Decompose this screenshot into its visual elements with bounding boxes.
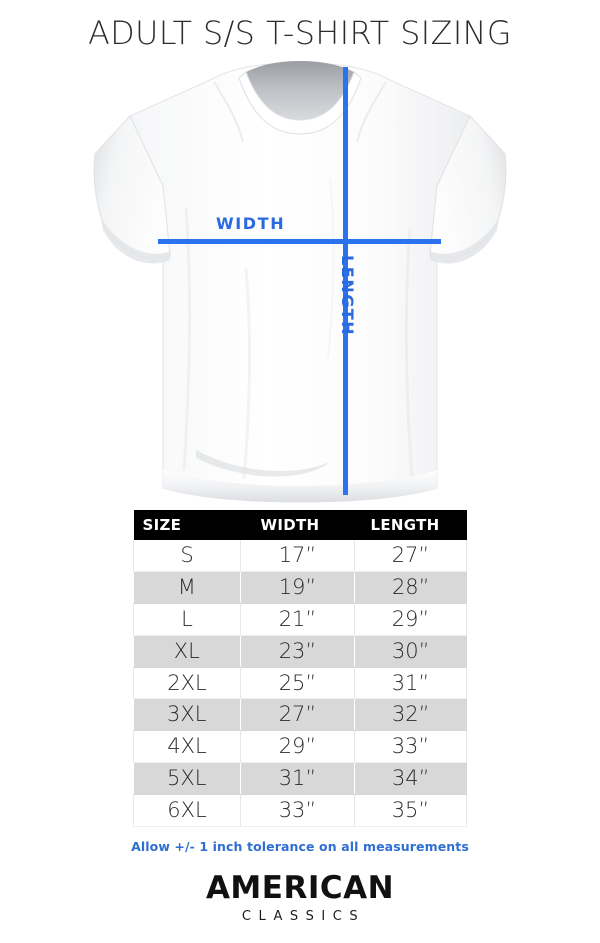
cell-length: 30” — [354, 635, 467, 668]
table-row: S 17” 27” — [133, 540, 467, 573]
cell-length: 32” — [354, 698, 467, 732]
page-header: ADULT S/S T-SHIRT SIZING — [0, 0, 600, 52]
table-row: 2XL 25” 31” — [133, 667, 467, 700]
column-header-width: WIDTH — [240, 510, 355, 540]
sleeve-left-cuff — [101, 218, 171, 264]
tshirt-illustration: WIDTH LENGTH — [0, 58, 600, 506]
shoulder-seam-right — [356, 81, 387, 143]
cell-size: M — [133, 571, 241, 605]
cell-length: 33” — [354, 730, 467, 764]
tshirt-collar-rib — [238, 71, 362, 135]
cell-width: 17” — [240, 540, 355, 573]
fabric-fold-3 — [404, 227, 414, 477]
cell-width: 19” — [240, 571, 355, 605]
cell-length: 28” — [354, 571, 467, 605]
tshirt-image — [93, 61, 507, 503]
tshirt-hem — [163, 470, 437, 502]
shoulder-seam-left — [213, 81, 244, 143]
sleeve-right-cuff — [429, 218, 499, 264]
size-chart-table: SIZE WIDTH LENGTH S 17” 27” M 19” 28” L … — [133, 510, 467, 827]
cell-length: 35” — [354, 794, 467, 827]
cell-width: 33” — [240, 794, 355, 827]
page-title: ADULT S/S T-SHIRT SIZING — [88, 14, 512, 52]
cell-size: 3XL — [133, 698, 241, 732]
brand-logo: AMERICAN CLASSICS — [0, 872, 600, 924]
table-row: 6XL 33” 35” — [133, 794, 467, 827]
cell-size: 4XL — [133, 730, 241, 764]
cell-size: 6XL — [133, 794, 241, 827]
table-row: M 19” 28” — [133, 571, 467, 605]
cell-length: 27” — [354, 540, 467, 573]
cell-width: 31” — [240, 762, 355, 795]
column-header-size: SIZE — [133, 510, 241, 540]
fabric-fold-2 — [242, 267, 252, 479]
cell-width: 29” — [240, 730, 355, 764]
cell-length: 29” — [354, 603, 467, 636]
tshirt-collar-inner — [246, 61, 354, 120]
table-header-row: SIZE WIDTH LENGTH — [133, 510, 467, 540]
brand-name: AMERICAN — [205, 870, 395, 906]
cell-length: 34” — [354, 762, 467, 795]
cell-size: XL — [133, 635, 241, 668]
column-header-length: LENGTH — [354, 510, 467, 540]
cell-width: 21” — [240, 603, 355, 636]
table-row: 5XL 31” 34” — [133, 762, 467, 795]
cell-size: L — [133, 603, 241, 636]
cell-size: 2XL — [133, 667, 241, 700]
cell-width: 23” — [240, 635, 355, 668]
table-row: XL 23” 30” — [133, 635, 467, 668]
hem-shadow — [196, 450, 330, 477]
cell-size: S — [133, 540, 241, 573]
cell-width: 25” — [240, 667, 355, 700]
table-row: L 21” 29” — [133, 603, 467, 636]
cell-size: 5XL — [133, 762, 241, 795]
table-row: 3XL 27” 32” — [133, 698, 467, 732]
brand-tagline: CLASSICS — [241, 908, 366, 924]
tolerance-note: Allow +/- 1 inch tolerance on all measur… — [131, 839, 469, 854]
cell-length: 31” — [354, 667, 467, 700]
cell-width: 27” — [240, 698, 355, 732]
table-row: 4XL 29” 33” — [133, 730, 467, 764]
fabric-fold-4 — [327, 177, 335, 359]
